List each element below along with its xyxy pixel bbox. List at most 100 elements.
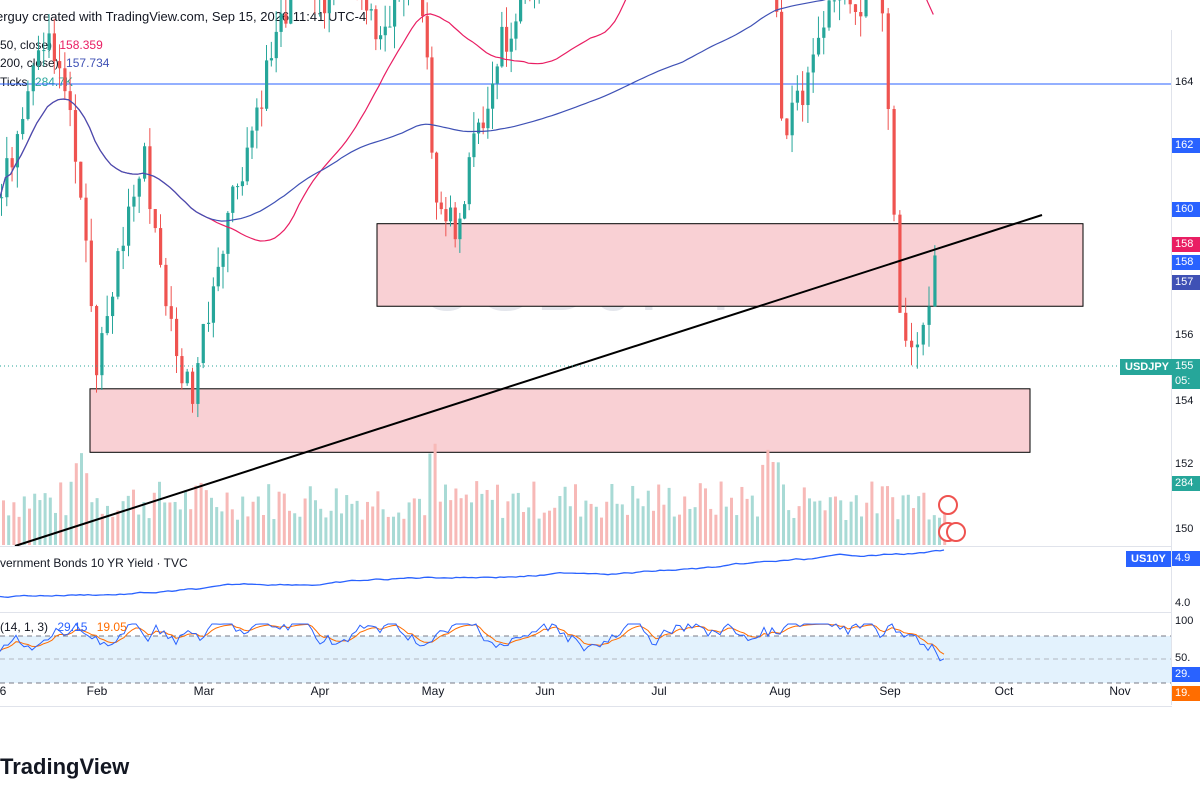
volume-bar: [329, 510, 333, 545]
candle-body: [207, 322, 211, 324]
volume-bar: [750, 495, 754, 545]
volume-bar: [366, 501, 369, 545]
candle-body: [58, 61, 62, 69]
legend-ma50[interactable]: 50, close) 158.359: [0, 38, 103, 52]
volume-bar: [2, 500, 5, 545]
candle-body: [383, 26, 387, 36]
volume-bar: [402, 518, 406, 545]
candle-body: [240, 181, 245, 187]
volume-bar: [823, 510, 827, 545]
volume-bar: [256, 496, 260, 545]
candle-body: [5, 158, 9, 198]
volume-bar: [262, 514, 265, 545]
candle-body: [859, 12, 863, 17]
volume-bar: [771, 462, 775, 545]
volume-bar: [355, 500, 359, 545]
volume-bar: [896, 519, 900, 545]
candle-body: [921, 324, 925, 345]
candle-body: [211, 286, 216, 323]
volume-bar: [610, 483, 614, 545]
ma200-line: [0, 0, 826, 222]
volume-bar: [662, 504, 666, 545]
pane-divider-yield[interactable]: [0, 546, 1172, 547]
volume-bar: [667, 487, 671, 545]
yield-badge[interactable]: US10Y: [1126, 551, 1171, 567]
volume-bar: [740, 486, 744, 545]
candle-body: [477, 122, 481, 134]
volume-bar: [849, 501, 853, 545]
volume-bar: [891, 497, 895, 545]
candle-body: [822, 27, 826, 38]
volume-bar: [730, 497, 733, 545]
yield-pane-title[interactable]: vernment Bonds 10 YR Yield · TVC: [0, 556, 188, 570]
candle-body: [444, 209, 448, 222]
candle-body: [153, 209, 157, 229]
candle-body: [21, 118, 25, 135]
volume-bar: [371, 506, 375, 545]
volume-bar: [360, 519, 364, 545]
yield-value-tag: 4.9: [1172, 551, 1200, 566]
volume-bar: [563, 486, 567, 545]
candle-body: [500, 26, 504, 67]
volume-bar: [241, 496, 245, 545]
yield-line: [0, 549, 945, 598]
resistance-zone: [376, 223, 1084, 307]
candle-body: [84, 197, 88, 241]
volume-bar: [808, 498, 811, 545]
volume-bar: [314, 500, 317, 545]
volume-bar: [756, 516, 759, 545]
candle-body: [36, 50, 41, 66]
volume-bar: [589, 503, 593, 545]
tradingview-wordmark: TradingView: [0, 754, 130, 779]
candle-body: [832, 0, 836, 2]
candle-body: [801, 90, 805, 106]
volume-bar: [345, 495, 349, 545]
candle-body: [449, 207, 453, 222]
volume-bar: [912, 508, 915, 545]
candle-body: [509, 38, 513, 52]
volume-bar: [839, 500, 843, 545]
candle-body: [775, 0, 779, 12]
volume-bar: [454, 488, 458, 545]
symbol-badge[interactable]: USDJPY: [1120, 359, 1175, 375]
volume-bar: [225, 492, 229, 545]
volume-bar: [553, 507, 557, 545]
volume-bar: [142, 501, 146, 545]
candle-body: [421, 0, 425, 17]
candle-body: [201, 323, 205, 364]
volume-bar: [574, 484, 577, 545]
volume-bar: [787, 510, 791, 545]
volume-bar: [511, 493, 515, 545]
volume-bar: [100, 513, 104, 545]
volume-bar: [782, 484, 785, 545]
stoch-d-tag: 19.: [1172, 686, 1200, 701]
volume-bar: [501, 517, 505, 545]
candle-body: [933, 255, 937, 307]
volume-bar: [813, 501, 817, 545]
volume-bar: [709, 508, 713, 545]
candle-body: [514, 21, 518, 39]
volume-bar: [854, 495, 858, 545]
candle-body: [255, 107, 259, 131]
candle-body: [236, 186, 240, 188]
volume-bar: [672, 516, 676, 545]
candle-body: [52, 33, 56, 62]
candle-body: [915, 344, 920, 348]
volume-bar: [792, 517, 796, 545]
candle-body: [226, 212, 230, 254]
candle-body: [10, 158, 14, 168]
stoch-pane-title[interactable]: (14, 1, 3) 29.15 19.05: [0, 620, 127, 634]
volume-bar: [917, 496, 921, 545]
volume-bar: [600, 517, 603, 545]
earnings-event-icon: [946, 522, 966, 542]
level-tag-160: 160: [1172, 202, 1200, 217]
candle-body: [853, 4, 858, 13]
volume-bar: [48, 497, 52, 545]
candle-body: [519, 0, 523, 22]
candle-body: [26, 91, 30, 119]
volume-bar: [12, 502, 16, 545]
footer-logo[interactable]: TradingView: [0, 752, 129, 782]
volume-bar: [407, 502, 411, 545]
pane-divider-stoch[interactable]: [0, 612, 1172, 613]
